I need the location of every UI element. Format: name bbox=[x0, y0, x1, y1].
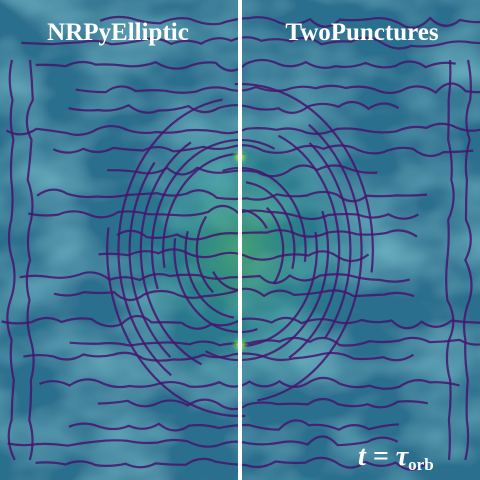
contour-line bbox=[150, 138, 276, 290]
contour-line bbox=[116, 229, 418, 241]
contour-line bbox=[52, 144, 474, 158]
time-subscript: orb bbox=[408, 455, 434, 474]
contour-line bbox=[106, 227, 246, 418]
contour-line bbox=[99, 15, 480, 29]
contour-line bbox=[53, 287, 415, 302]
contour-line bbox=[69, 336, 480, 347]
contour-line bbox=[107, 164, 378, 178]
contour-line bbox=[128, 161, 172, 358]
contour-line bbox=[184, 231, 235, 319]
time-label: t = τorb bbox=[358, 441, 434, 474]
contour-line bbox=[234, 82, 374, 273]
contour-line bbox=[7, 435, 399, 448]
contour-line bbox=[75, 82, 480, 95]
contour-line bbox=[28, 204, 419, 221]
contour-line bbox=[21, 36, 480, 50]
contour-line bbox=[98, 248, 370, 263]
contour-line bbox=[139, 141, 203, 366]
contour-line bbox=[462, 59, 473, 461]
contour-line bbox=[195, 215, 214, 294]
contour-line bbox=[235, 232, 318, 348]
contour-line bbox=[36, 188, 428, 203]
contour-line bbox=[5, 122, 480, 137]
contour-line bbox=[277, 134, 341, 359]
time-main: t = τ bbox=[358, 441, 410, 472]
contour-line bbox=[239, 208, 268, 229]
contour-line bbox=[257, 123, 363, 402]
contour-line bbox=[35, 456, 427, 471]
contour-line bbox=[117, 98, 223, 377]
contour-line bbox=[212, 271, 241, 292]
divider bbox=[238, 0, 242, 480]
contour-line bbox=[25, 59, 35, 461]
contour-line bbox=[204, 210, 330, 362]
contour-line bbox=[445, 59, 455, 461]
contour-line bbox=[162, 152, 245, 268]
contour-line bbox=[97, 397, 429, 411]
panel-title: TwoPunctures bbox=[285, 19, 439, 46]
contour-line bbox=[308, 142, 352, 339]
contour-line bbox=[19, 271, 410, 285]
contour-line bbox=[68, 101, 400, 114]
contour-line bbox=[245, 181, 296, 269]
contour-line bbox=[266, 206, 285, 285]
contour-line bbox=[68, 419, 399, 432]
contour-line bbox=[39, 376, 460, 390]
contour-line bbox=[35, 58, 456, 72]
panel-title: NRPyElliptic bbox=[47, 19, 189, 46]
contour-line bbox=[6, 59, 16, 461]
